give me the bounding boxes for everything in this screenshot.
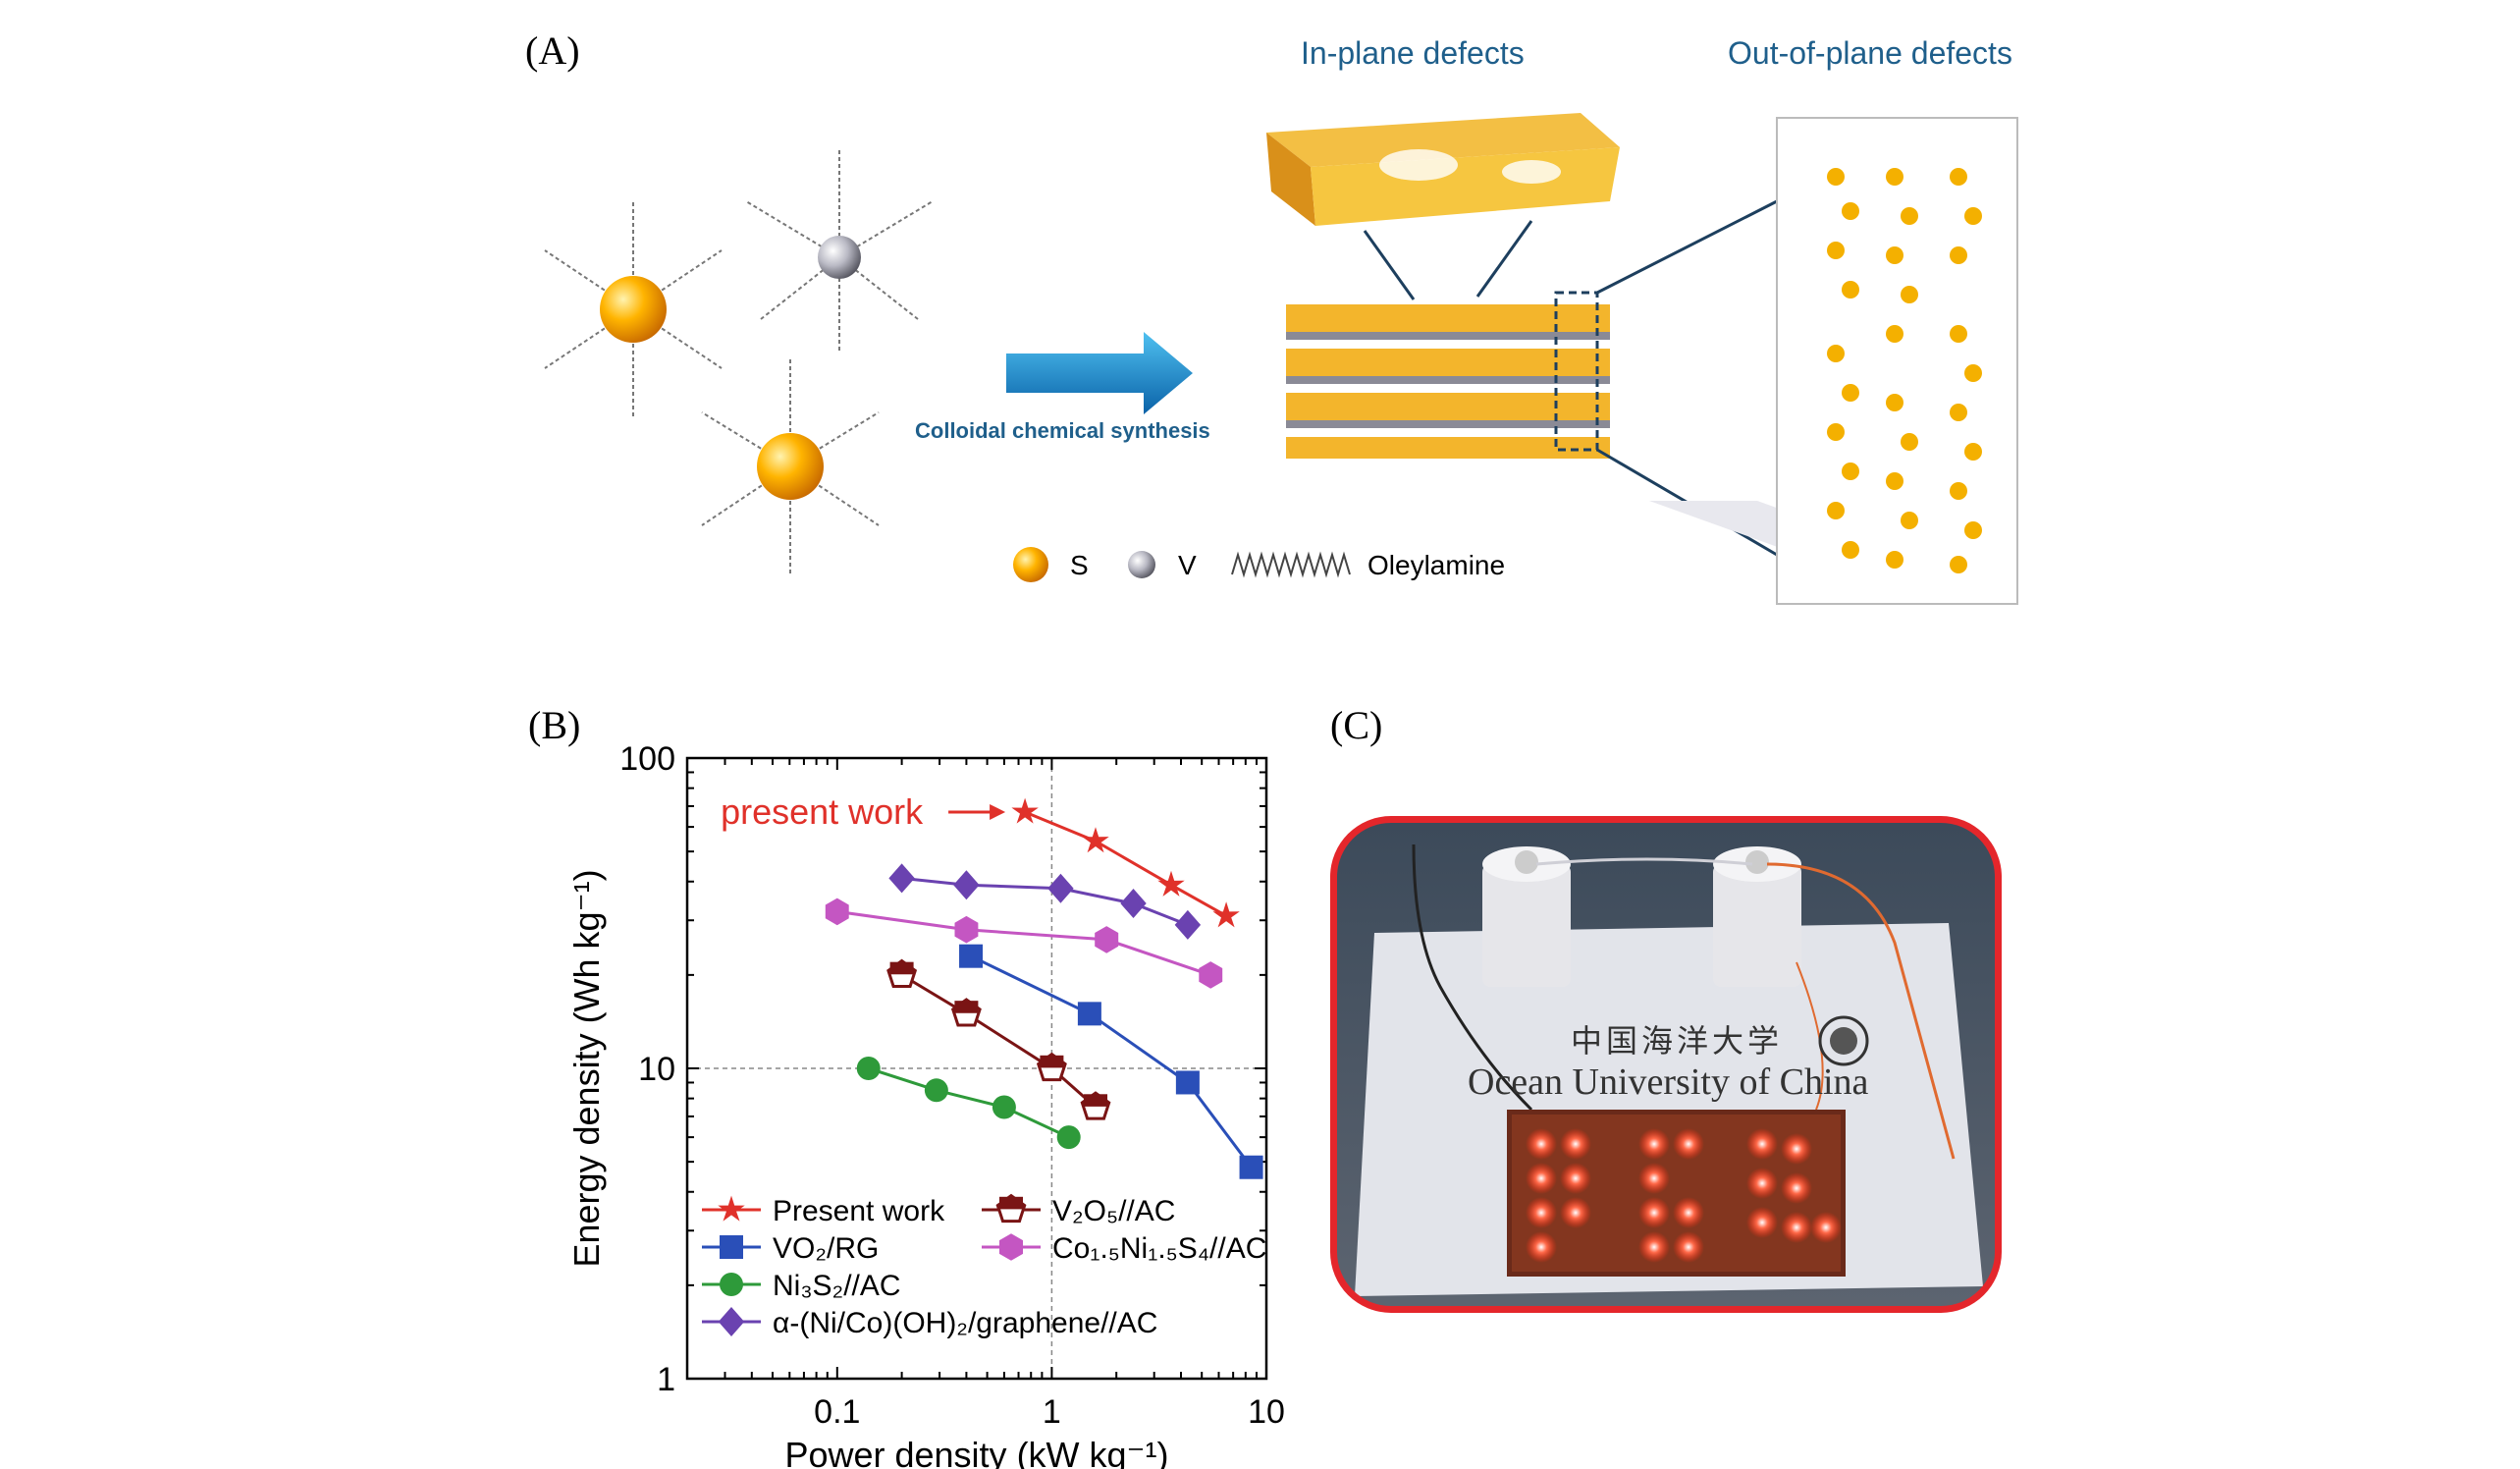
data-point (1212, 901, 1240, 928)
series-line (1024, 810, 1227, 918)
panel-a-illustration (544, 113, 2018, 605)
legend-label: Present work (773, 1195, 945, 1227)
panel-b-label: (B) (528, 703, 581, 747)
data-point (1047, 873, 1074, 903)
data-point (1040, 1055, 1064, 1068)
legend-v-label: V (1178, 550, 1197, 580)
y-tick-label: 10 (638, 1051, 675, 1088)
legend-label: α-(Ni/Co)(OH)₂/graphene//AC (773, 1307, 1157, 1339)
arrow-caption: Colloidal chemical synthesis (915, 418, 1210, 443)
panel-a-label: (A) (525, 28, 580, 73)
data-point (1120, 889, 1147, 919)
legend-label: Ni₃S₂//AC (773, 1270, 901, 1302)
y-axis-label: Energy density (Wh kg⁻¹) (566, 869, 607, 1267)
legend-marker (999, 1196, 1023, 1210)
out-of-plane-title: Out-of-plane defects (1728, 35, 2012, 71)
series-line (868, 1066, 1070, 1139)
legend-s-label: S (1070, 550, 1089, 580)
data-point (953, 870, 980, 900)
x-tick-label: 0.1 (814, 1393, 860, 1431)
legend-label: VO₂/RG (773, 1232, 879, 1265)
in-plane-sheet (1266, 113, 1620, 226)
x-tick-label: 1 (1043, 1393, 1061, 1431)
data-point (1174, 909, 1202, 940)
y-tick-label: 1 (657, 1361, 675, 1398)
data-point (954, 915, 979, 944)
data-point (1175, 1070, 1200, 1095)
legend-marker (718, 1195, 745, 1222)
series-line (836, 909, 1211, 977)
data-point (992, 1095, 1016, 1119)
legend-marker (999, 1233, 1023, 1261)
legend-oleylamine-icon (1231, 551, 1351, 578)
data-point (1011, 797, 1039, 824)
legend-marker (720, 1273, 743, 1296)
data-point (924, 1078, 948, 1103)
legend-marker (718, 1307, 745, 1336)
sulfur-sphere (757, 433, 824, 500)
legend-oleylamine-label: Oleylamine (1367, 550, 1506, 580)
y-tick-label: 100 (619, 740, 675, 778)
data-point (888, 863, 915, 894)
data-point (1239, 1155, 1263, 1179)
data-point (1077, 1002, 1101, 1026)
panel-c-label: (C) (1330, 703, 1383, 747)
data-point (825, 898, 849, 926)
data-point (954, 1001, 979, 1013)
in-plane-title: In-plane defects (1301, 35, 1525, 71)
series-line (970, 954, 1253, 1169)
zoom-box (1554, 291, 1599, 452)
sign-chinese: 中国海洋大学 (1571, 1022, 1784, 1060)
sulfur-sphere (600, 276, 667, 343)
series-line (900, 973, 1097, 1109)
legend-vanadium-icon (1128, 551, 1155, 578)
data-point (856, 1057, 881, 1080)
ligand-molecule-1 (544, 201, 723, 417)
out-of-plane-chains (1827, 168, 1982, 573)
legend-sulfur-icon (1013, 547, 1048, 582)
data-point (1199, 961, 1223, 989)
x-tick-label: 10 (1248, 1393, 1285, 1431)
data-point (1084, 1094, 1108, 1107)
synthesis-arrow (1006, 332, 1193, 414)
annotation-arrowhead (990, 803, 1006, 820)
legend-label: Co₁.₅Ni₁.₅S₄//AC (1052, 1232, 1266, 1265)
sign-english: Ocean University of China (1468, 1061, 1869, 1103)
data-point (1095, 926, 1119, 953)
legend-label: V₂O₅//AC (1052, 1195, 1175, 1227)
data-point (1082, 827, 1109, 853)
vanadium-sphere (818, 236, 861, 279)
data-point (1056, 1125, 1081, 1150)
data-point (1157, 870, 1185, 897)
data-point (889, 961, 914, 975)
annotation-label: present work (721, 791, 924, 832)
legend-marker (720, 1235, 743, 1259)
x-axis-label: Power density (kW kg⁻¹) (784, 1435, 1168, 1469)
data-point (959, 944, 984, 968)
